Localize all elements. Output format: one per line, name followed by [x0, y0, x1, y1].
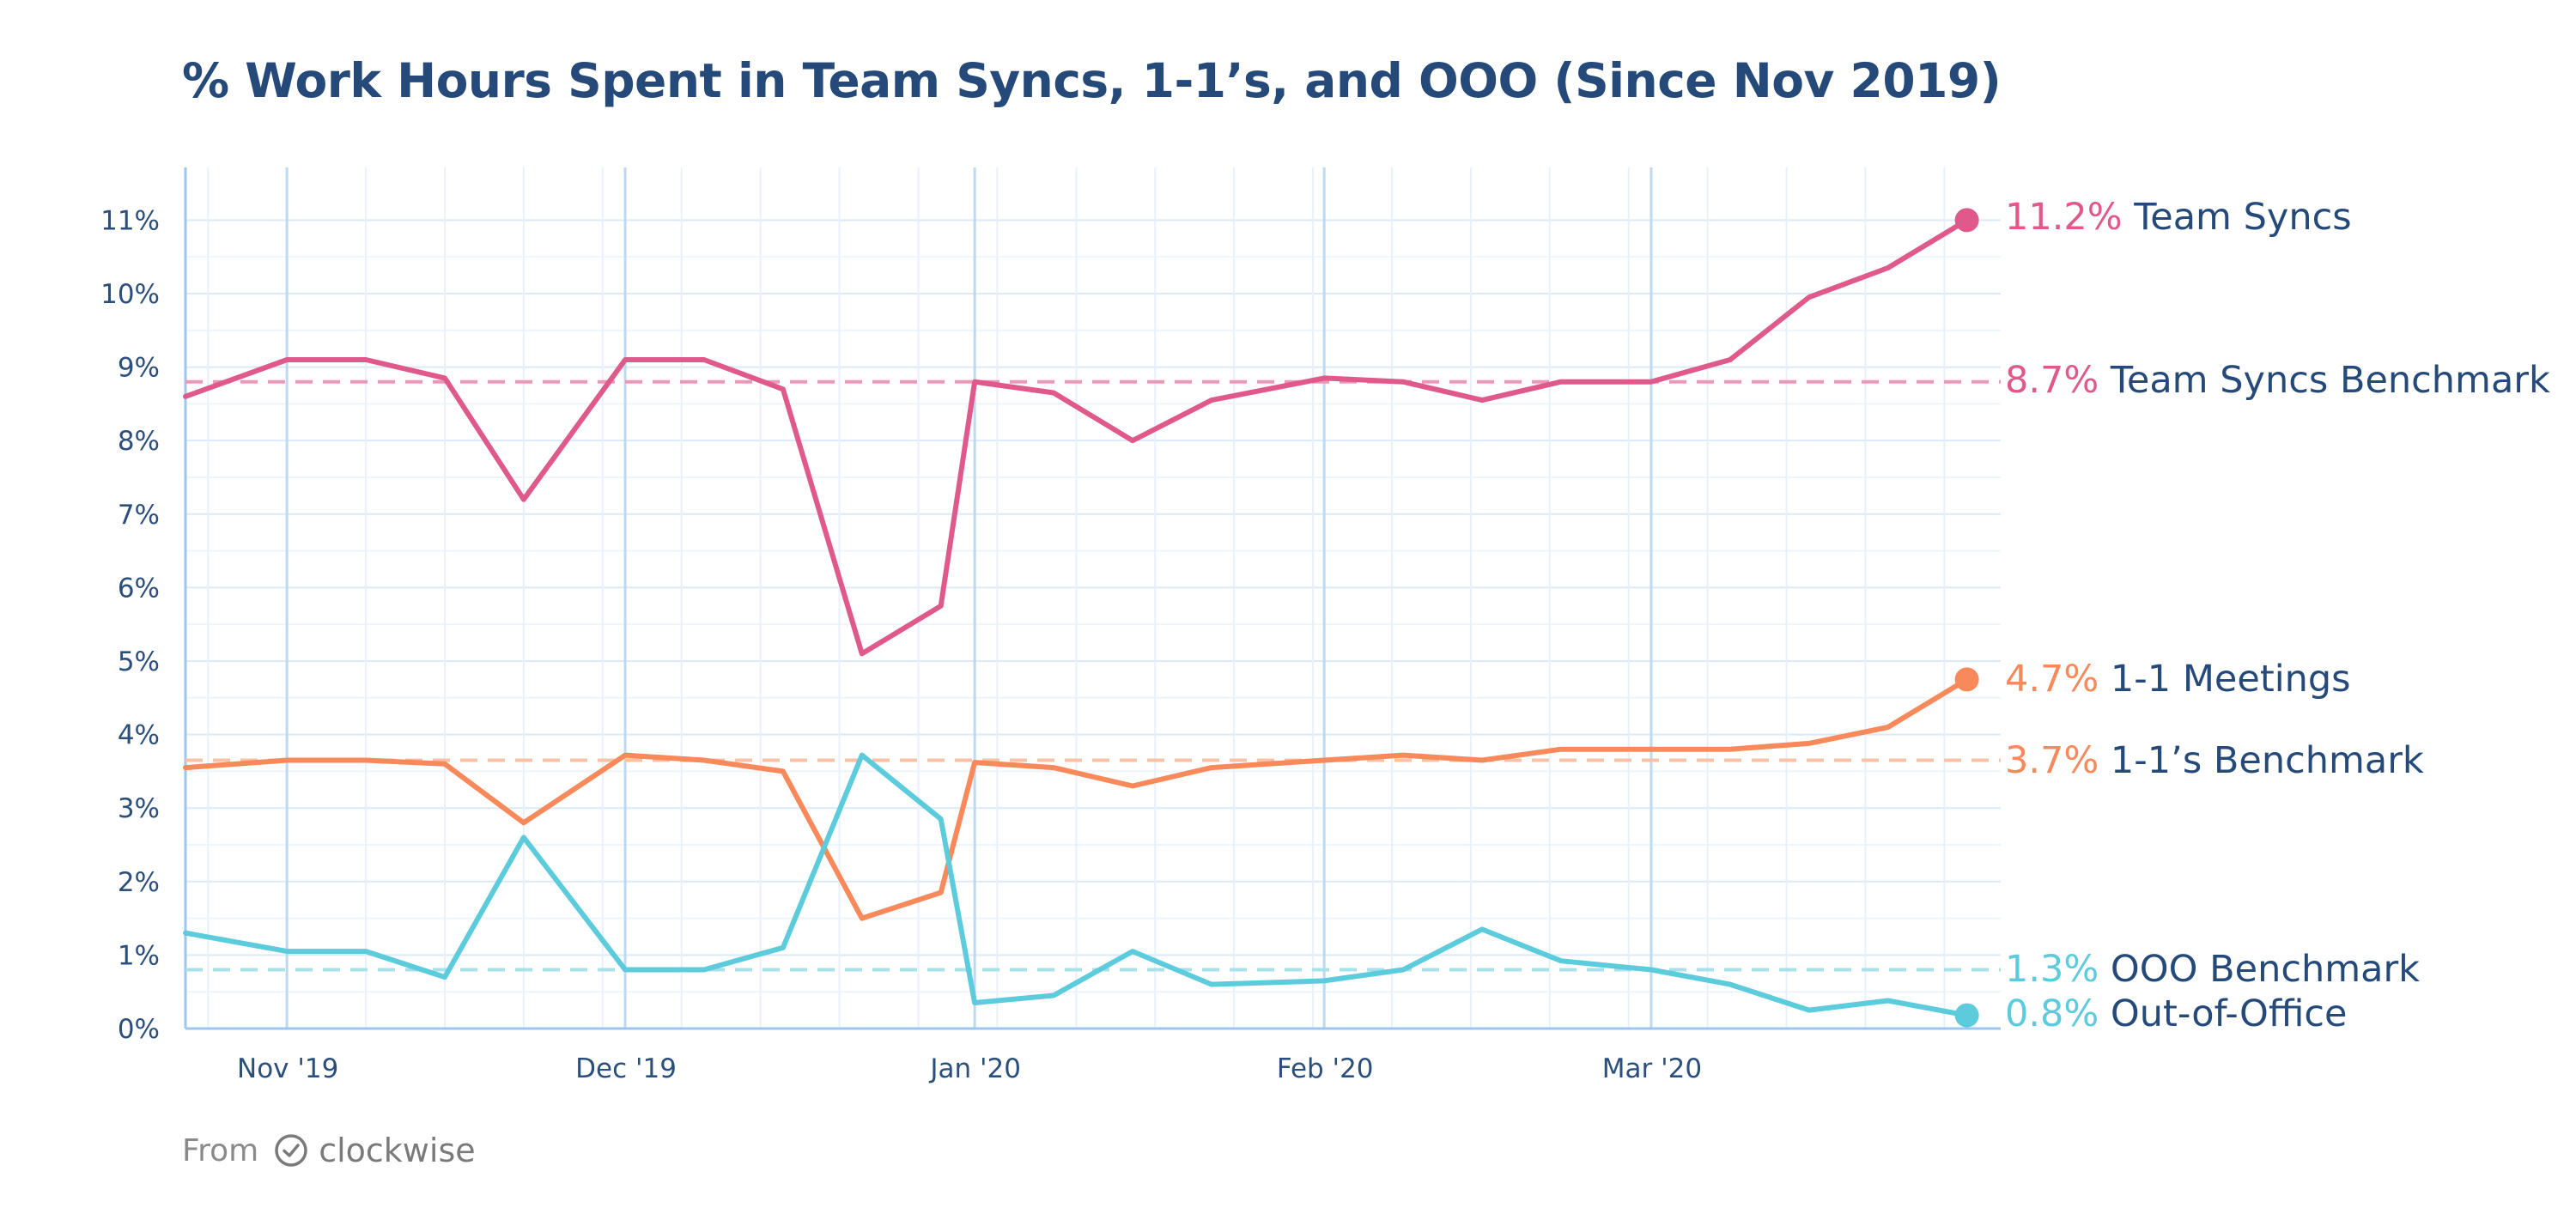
- y-tick-label: 0%: [118, 1014, 160, 1045]
- y-tick-label: 4%: [118, 720, 160, 751]
- gridlines: [185, 167, 2001, 1029]
- end-label-value: 11.2%: [2005, 196, 2134, 239]
- series-line: [183, 677, 1970, 921]
- end-point-marker: [1954, 208, 1979, 233]
- end-label: 1.3% OOO Benchmark: [2005, 948, 2420, 991]
- series-lines: [183, 208, 1979, 1028]
- end-label-value: 1.3%: [2005, 948, 2111, 991]
- chart-title: % Work Hours Spent in Team Syncs, 1-1’s,…: [182, 53, 2002, 108]
- y-tick-label: 5%: [118, 646, 160, 677]
- x-tick-label: Mar '20: [1602, 1053, 1702, 1084]
- y-tick-label: 9%: [118, 353, 160, 384]
- footer: From clockwise: [182, 1132, 476, 1169]
- x-tick-label: Nov '19: [237, 1053, 338, 1084]
- y-tick-label: 6%: [118, 573, 160, 604]
- end-label-value: 4.7%: [2005, 658, 2111, 701]
- end-point-marker: [1954, 1003, 1979, 1028]
- footer-brand: clockwise: [319, 1132, 476, 1169]
- axes: 0% 1% 2% 3% 4% 5% 6% 7% 8% 9% 10% 11% Nov '19 Dec '19…: [100, 167, 2001, 1084]
- check-circle-icon: [275, 1134, 307, 1167]
- y-tick-label: 10%: [100, 279, 160, 310]
- end-label: 0.8% Out-of-Office: [2005, 992, 2348, 1035]
- x-tick-label: Jan '20: [928, 1053, 1021, 1084]
- end-label-name: Team Syncs Benchmark: [2110, 359, 2550, 402]
- series-line: [183, 217, 1970, 657]
- benchmark-lines: [185, 379, 2001, 972]
- series-line: [183, 752, 1970, 1018]
- end-point-marker: [1954, 667, 1979, 692]
- end-label-name: 1-1 Meetings: [2111, 658, 2351, 701]
- y-tick-label: 7%: [118, 500, 160, 531]
- y-tick-label: 1%: [118, 940, 160, 971]
- end-label: 4.7% 1-1 Meetings: [2005, 658, 2351, 701]
- end-label: 3.7% 1-1’s Benchmark: [2005, 739, 2424, 782]
- y-tick-label: 8%: [118, 426, 160, 457]
- footer-prefix: From: [182, 1132, 259, 1168]
- end-label-name: OOO Benchmark: [2111, 948, 2420, 991]
- end-label-name: Team Syncs: [2133, 196, 2351, 239]
- end-label: 11.2% Team Syncs: [2005, 196, 2352, 239]
- end-label-value: 8.7%: [2005, 359, 2111, 402]
- end-labels: 11.2% Team Syncs 4.7% 1-1 Meetings 0.8% Ou…: [2005, 196, 2550, 1035]
- x-tick-label: Feb '20: [1277, 1053, 1374, 1084]
- end-label-value: 0.8%: [2005, 992, 2111, 1035]
- y-tick-label: 2%: [118, 867, 160, 898]
- end-label-value: 3.7%: [2005, 739, 2111, 782]
- x-tick-label: Dec '19: [575, 1053, 677, 1084]
- end-label: 8.7% Team Syncs Benchmark: [2005, 359, 2550, 402]
- y-tick-label: 3%: [118, 793, 160, 824]
- y-tick-label: 11%: [100, 205, 160, 236]
- end-label-name: 1-1’s Benchmark: [2111, 739, 2424, 782]
- end-label-name: Out-of-Office: [2111, 992, 2348, 1035]
